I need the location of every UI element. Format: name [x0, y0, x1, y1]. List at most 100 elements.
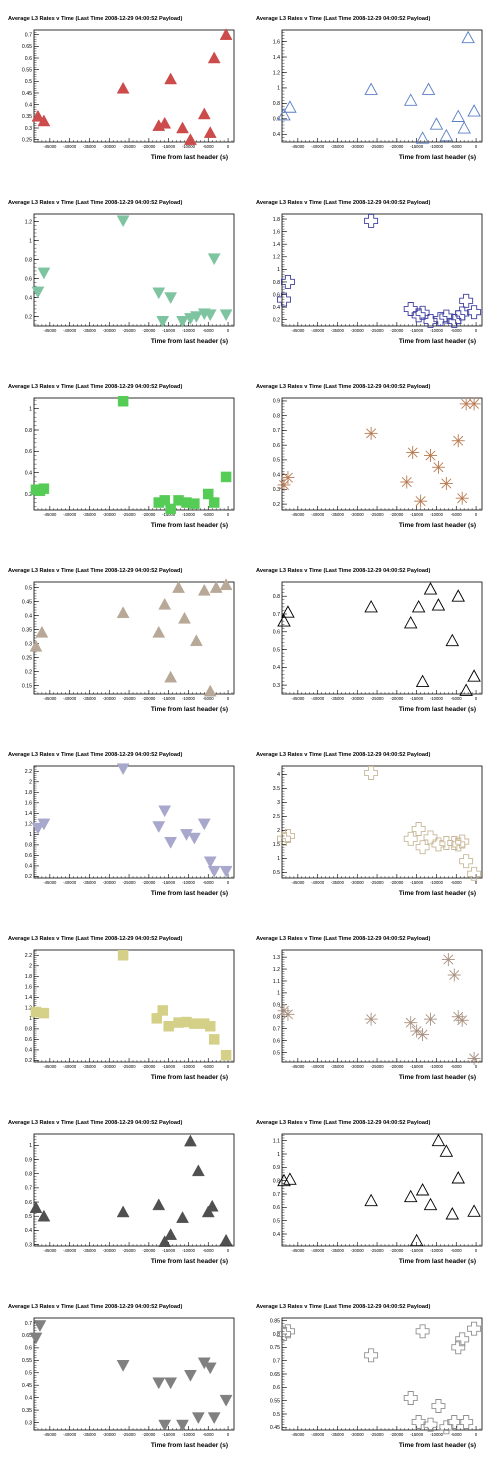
y-tick-label: 0.65: [22, 44, 32, 50]
data-point: [447, 1415, 462, 1429]
x-tick-label: -35000: [83, 696, 97, 701]
x-tick-label: -45000: [291, 880, 305, 885]
x-tick-label: -10000: [182, 144, 196, 149]
data-point: [165, 503, 176, 515]
x-tick-label: -20000: [142, 880, 156, 885]
chart-panel: Average L3 Rates v Time (Last Time 2008-…: [248, 0, 496, 184]
x-axis-label: Time from last header (s): [150, 522, 228, 529]
y-tick-label: 0.8: [273, 413, 280, 419]
x-tick-label: -40000: [311, 1432, 325, 1437]
x-tick-label: 0: [227, 696, 230, 701]
x-tick-label: -10000: [182, 696, 196, 701]
y-tick-label: 0.4: [25, 864, 32, 870]
data-point: [451, 310, 466, 325]
data-point: [197, 583, 211, 596]
x-tick-label: -30000: [351, 328, 365, 333]
data-point: [117, 950, 129, 961]
x-tick-label: -30000: [351, 880, 365, 885]
data-point: [415, 305, 430, 320]
plot-svg: -45000 -40000 -35000 -30000 -25000 -20000 -150…: [22, 1317, 235, 1437]
y-tick-label: 2.5: [273, 814, 280, 820]
data-point: [431, 837, 446, 852]
y-tick-label: 0.45: [270, 1425, 280, 1431]
y-tick-label: 0.55: [22, 67, 32, 73]
x-tick-label: -10000: [182, 880, 196, 885]
x-tick-label: 0: [227, 144, 230, 149]
x-tick-label: -45000: [291, 696, 305, 701]
data-point: [457, 121, 471, 134]
x-tick-label: 0: [227, 512, 230, 517]
data-point: [415, 1324, 430, 1339]
y-tick-label: 1.8: [273, 217, 280, 223]
x-tick-label: -35000: [331, 696, 345, 701]
data-point: [467, 866, 482, 881]
y-tick-label: 2: [29, 780, 32, 786]
data-point: [277, 108, 291, 121]
x-tick-label: -35000: [331, 1432, 345, 1437]
x-axis-label: Time from last header (s): [398, 522, 476, 529]
data-point: [219, 1394, 233, 1407]
x-tick-label: 0: [475, 512, 478, 517]
chart-title: Average L3 Rates v Time (Last Time 2008-…: [8, 936, 183, 942]
plot-frame: [33, 949, 235, 1063]
x-tick-label: -15000: [162, 328, 176, 333]
y-tick-label: 0.6: [273, 443, 280, 449]
y-tick-label: 0.7: [25, 1321, 32, 1327]
data-point: [423, 1417, 438, 1432]
y-tick-label: 1.4: [25, 811, 32, 817]
y-tick-label: 1.4: [273, 55, 280, 61]
data-point: [364, 1348, 379, 1363]
x-tick-label: -5000: [203, 1064, 214, 1069]
data-point: [404, 1016, 418, 1030]
y-tick-label: 0.4: [273, 472, 280, 478]
data-point: [431, 460, 445, 474]
y-tick-label: 0.7: [273, 1358, 280, 1364]
data-point: [277, 831, 291, 846]
data-point: [403, 615, 418, 629]
x-tick-label: -35000: [83, 1432, 97, 1437]
x-tick-label: -10000: [182, 1432, 196, 1437]
x-tick-label: -20000: [390, 328, 404, 333]
x-tick-label: -5000: [203, 1248, 214, 1253]
chart-title: Average L3 Rates v Time (Last Time 2008-…: [8, 1304, 183, 1310]
data-point: [184, 1369, 197, 1382]
x-tick-label: -30000: [103, 1064, 117, 1069]
plot-svg: -45000 -40000 -35000 -30000 -25000 -20000 -150…: [22, 28, 235, 149]
data-point: [116, 215, 130, 228]
chart-title: Average L3 Rates v Time (Last Time 2008-…: [8, 752, 183, 758]
x-tick-label: -35000: [331, 328, 345, 333]
data-point: [415, 840, 430, 855]
data-point: [467, 305, 482, 320]
y-tick-label: 4: [277, 772, 280, 778]
plot-svg: -45000 -40000 -35000 -30000 -25000 -20000 -150…: [25, 395, 235, 517]
data-point: [277, 478, 291, 492]
x-axis-label: Time from last header (s): [398, 1258, 476, 1265]
y-tick-label: 0.9: [273, 1165, 280, 1171]
x-tick-label: -5000: [203, 512, 214, 517]
y-tick-label: 0.2: [25, 492, 32, 498]
x-tick-label: -5000: [451, 512, 462, 517]
y-tick-label: 0.6: [273, 1038, 280, 1044]
x-tick-label: -30000: [103, 1432, 117, 1437]
data-point: [164, 72, 178, 85]
data-point: [176, 1419, 189, 1432]
data-point: [455, 834, 470, 849]
plot-svg: -45000 -40000 -35000 -30000 -25000 -20000 -150…: [273, 765, 483, 885]
data-point: [152, 1377, 166, 1390]
data-point: [184, 133, 197, 145]
y-tick-label: 0.9: [273, 1003, 280, 1009]
y-tick-label: 0.5: [25, 1371, 32, 1377]
data-point: [451, 1340, 466, 1355]
x-tick-label: -35000: [83, 1248, 97, 1253]
x-tick-label: -45000: [43, 880, 57, 885]
plot-frame: [281, 213, 483, 327]
y-tick-label: 0.5: [25, 79, 32, 85]
y-tick-label: 0.9: [273, 399, 280, 405]
y-tick-label: 0.2: [25, 1058, 32, 1064]
data-point: [37, 114, 51, 127]
x-tick-label: -45000: [291, 328, 305, 333]
x-tick-label: -30000: [351, 1064, 365, 1069]
x-tick-label: -30000: [103, 880, 117, 885]
data-point: [187, 832, 201, 845]
y-tick-label: 1.6: [273, 39, 280, 45]
